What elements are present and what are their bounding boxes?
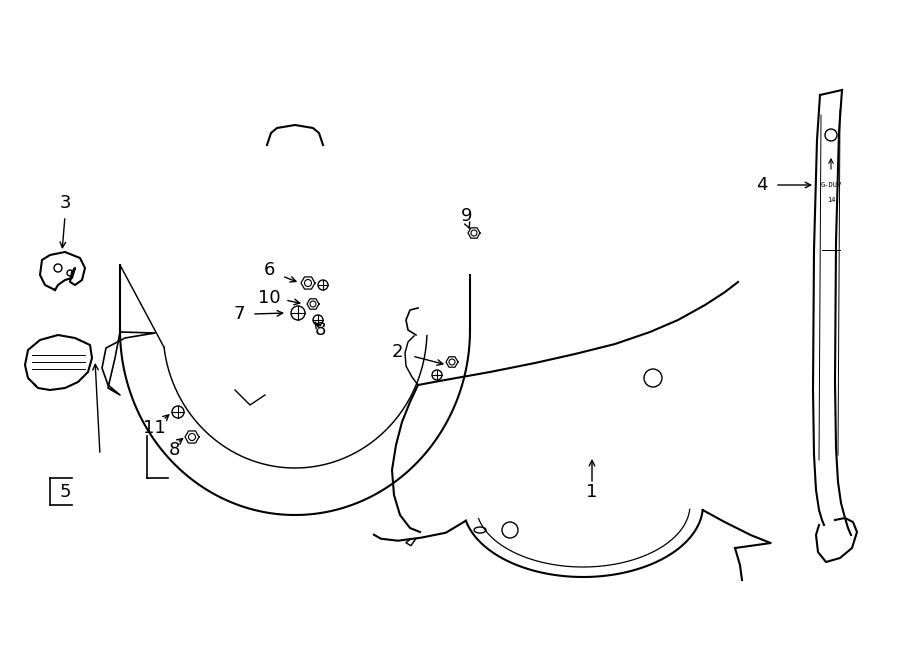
Text: 2: 2 bbox=[392, 343, 403, 361]
Text: 6: 6 bbox=[264, 261, 274, 279]
Text: G-DUV: G-DUV bbox=[821, 182, 842, 188]
Text: 8: 8 bbox=[314, 321, 326, 339]
Text: 8: 8 bbox=[168, 441, 180, 459]
Text: 10: 10 bbox=[257, 289, 280, 307]
Text: 3: 3 bbox=[59, 194, 71, 212]
Text: 4: 4 bbox=[756, 176, 768, 194]
Text: 5: 5 bbox=[59, 483, 71, 501]
Text: 9: 9 bbox=[461, 207, 472, 225]
Text: 7: 7 bbox=[233, 305, 245, 323]
Text: 11: 11 bbox=[142, 419, 166, 437]
Text: 1: 1 bbox=[586, 483, 598, 501]
Text: 14: 14 bbox=[827, 197, 835, 203]
